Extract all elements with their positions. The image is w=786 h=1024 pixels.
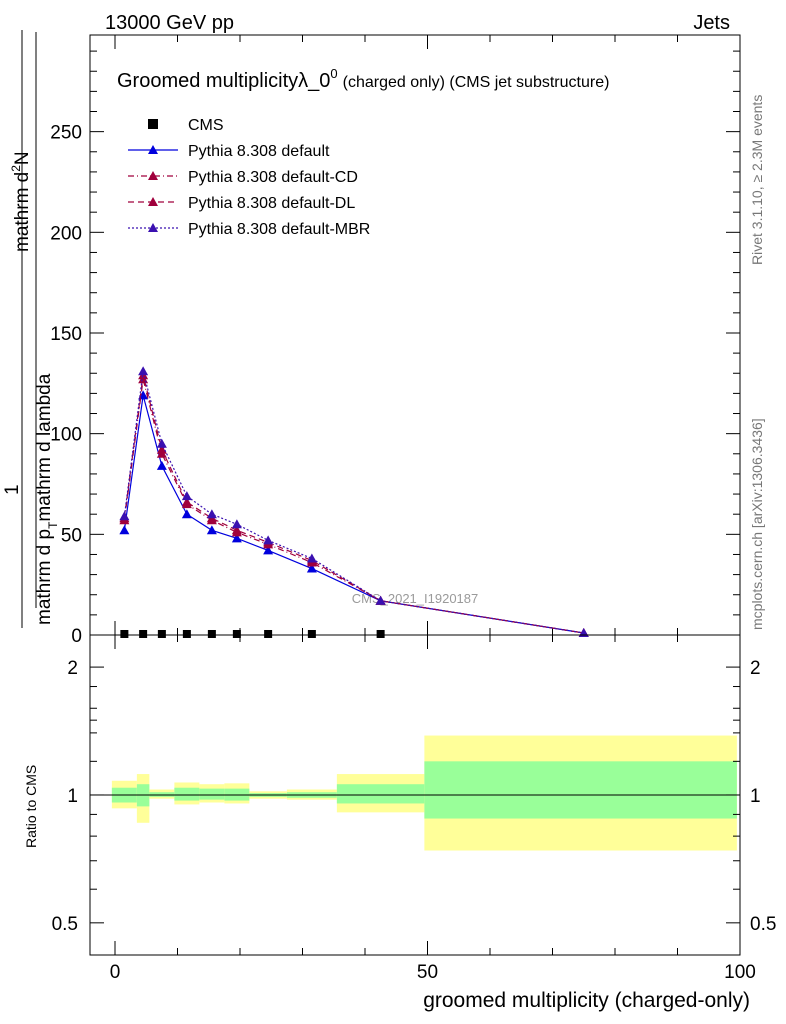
header-process-label: Jets	[693, 12, 730, 34]
series-marker-3	[181, 497, 192, 507]
series-marker-4	[306, 553, 317, 563]
cms-data-point	[307, 629, 316, 638]
ratio-xtick-label: 100	[724, 962, 756, 983]
series-line-1	[123, 395, 584, 634]
series-marker-4	[206, 509, 217, 519]
ratio-ytick-labels: 0.5 0.5 1 1 2 2	[52, 658, 777, 935]
ratio-ytick-label-left: 1	[67, 786, 78, 807]
main-ytick-label: 0	[71, 626, 82, 647]
series-marker-1	[181, 509, 192, 519]
rivet-version-label: Rivet 3.1.10, ≥ 2.3M events	[749, 95, 765, 265]
cms-data-point	[182, 629, 191, 638]
series-marker-4	[263, 535, 274, 545]
legend-marker-3	[148, 197, 158, 206]
legend-label-0: CMS	[188, 117, 224, 134]
legend-label-4: Pythia 8.308 default-MBR	[188, 221, 370, 238]
plot-title-suffix: (charged only) (CMS jet substructure)	[343, 74, 610, 91]
main-ytick-label: 250	[50, 123, 82, 144]
main-plot-panel: 0 50 100 150 200 250 CMS_2021_I1920187 Groome…	[50, 34, 741, 647]
legend: CMS Pythia 8.308 default Pythia 8.308 defa…	[128, 117, 370, 238]
main-series-group	[119, 366, 589, 638]
cms-data-point	[264, 629, 273, 638]
legend-label-2: Pythia 8.308 default-CD	[188, 169, 358, 186]
ylabel-leading-one: 1	[2, 484, 23, 495]
main-y-axis-label: mathrm d2N mathrm d pTmathrm d lambda 1	[2, 30, 60, 628]
main-ytick-label: 50	[61, 525, 82, 546]
series-marker-4	[138, 366, 149, 376]
legend-label-3: Pythia 8.308 default-DL	[188, 195, 355, 212]
ratio-plot-panel: 0.5 0.5 1 1 2 2 0 50 100 Ratio to CMS groomed m…	[23, 634, 777, 1012]
series-marker-1	[231, 533, 242, 543]
ylabel-denominator: mathrm d pTmathrm d lambda	[34, 373, 60, 625]
legend-marker-2	[148, 171, 158, 180]
series-marker-4	[231, 519, 242, 529]
cms-data-point	[139, 629, 148, 638]
plot-title-main: Groomed multiplicityλ_0	[117, 70, 330, 92]
ylabel-denominator-sub: T	[46, 521, 60, 529]
ratio-y-axis-label: Ratio to CMS	[23, 765, 39, 848]
series-marker-4	[375, 595, 386, 605]
ratio-ytick-label-left: 2	[67, 658, 78, 679]
main-ytick-label: 200	[50, 223, 82, 244]
ratio-uncertainty-bands	[111, 735, 737, 851]
series-marker-4	[119, 511, 130, 521]
ylabel-numerator: mathrm d2N	[9, 151, 33, 252]
ratio-ytick-label-left: 0.5	[52, 914, 78, 935]
ratio-band-green	[336, 784, 425, 804]
header-energy-label: 13000 GeV pp	[105, 12, 234, 34]
ratio-band-green	[174, 787, 200, 801]
cms-data-point	[120, 629, 129, 638]
legend-label-1: Pythia 8.308 default	[188, 143, 330, 160]
ratio-band-green	[199, 788, 225, 800]
ylabel-denominator-rest: mathrm d lambda	[34, 373, 55, 521]
series-marker-3	[231, 525, 242, 535]
ratio-ytick-label-right: 1	[750, 786, 761, 807]
ratio-ytick-label-right: 2	[750, 658, 761, 679]
ratio-axis-ticks	[90, 635, 741, 955]
ratio-band-green	[424, 761, 737, 819]
main-axis-ticks	[90, 35, 741, 636]
cms-data-point	[232, 629, 241, 638]
series-line-3	[123, 375, 584, 634]
series-marker-1	[156, 460, 167, 470]
cms-data-point	[207, 629, 216, 638]
series-marker-4	[181, 491, 192, 501]
ratio-xtick-label: 0	[110, 962, 121, 983]
main-ytick-label: 100	[50, 425, 82, 446]
cms-data-point	[376, 629, 385, 638]
series-marker-4	[156, 438, 167, 448]
main-ytick-labels: 0 50 100 150 200 250	[50, 123, 82, 647]
main-ytick-label: 150	[50, 324, 82, 345]
series-marker-1	[206, 525, 217, 535]
legend-marker-4	[148, 223, 158, 232]
series-marker-1	[119, 525, 130, 535]
ylabel-denominator-text: mathrm d p	[34, 529, 55, 625]
legend-marker-1	[148, 145, 158, 154]
series-marker-1	[263, 545, 274, 555]
mcplots-source-label: mcplots.cern.ch [arXiv:1306.3436]	[749, 418, 765, 630]
cms-data-point	[157, 629, 166, 638]
ratio-xtick-label: 50	[417, 962, 438, 983]
series-marker-3	[156, 444, 167, 454]
ratio-xtick-labels: 0 50 100	[110, 962, 756, 983]
analysis-watermark: CMS_2021_I1920187	[352, 591, 479, 606]
x-axis-label: groomed multiplicity (charged-only)	[423, 989, 750, 1012]
plot-title: Groomed multiplicityλ_00 (charged only) (…	[117, 66, 609, 92]
plot-title-superscript: 0	[330, 66, 337, 81]
series-marker-1	[306, 563, 317, 573]
legend-cms-marker	[148, 119, 158, 129]
ylabel-numerator-sup: 2	[9, 165, 23, 172]
ratio-ytick-label-right: 0.5	[750, 914, 776, 935]
